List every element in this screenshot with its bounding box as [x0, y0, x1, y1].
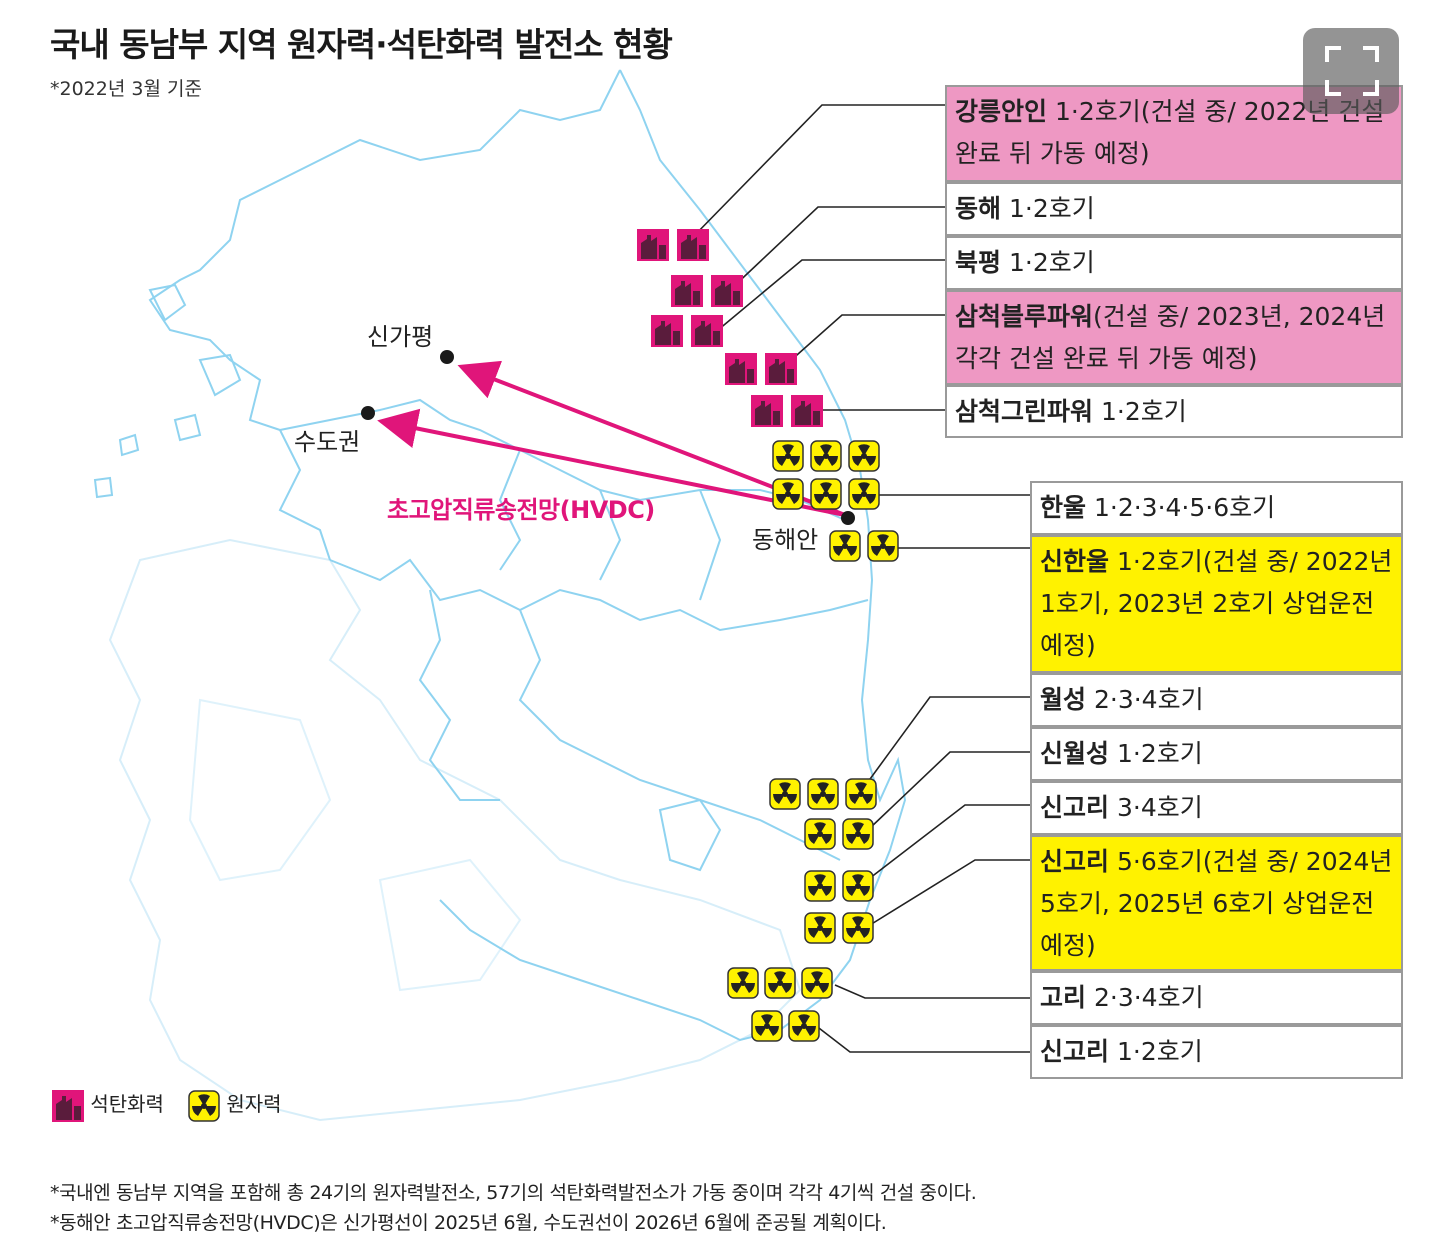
coal-plant-icon	[677, 229, 709, 261]
radiation-icon	[810, 440, 842, 472]
coal-plant-icon	[651, 315, 683, 347]
legend-coal-label: 석탄화력	[90, 1092, 164, 1116]
page-title: 국내 동남부 지역 원자력·석탄화력 발전소 현황	[50, 25, 673, 64]
radiation-icon	[751, 1010, 783, 1042]
singapyeong-dot	[440, 350, 454, 364]
plant-name: 강릉안인	[955, 97, 1048, 126]
legend-nuclear-label: 원자력	[226, 1092, 282, 1116]
plant-row: 신고리 3·4호기	[1030, 781, 1403, 835]
plant-name: 신고리	[1040, 847, 1110, 876]
radiation-icon	[804, 870, 836, 902]
radiation-icon	[727, 967, 759, 999]
plant-name: 신고리	[1040, 793, 1110, 822]
plant-name: 동해	[955, 194, 1002, 223]
coal-plant-icon	[725, 353, 757, 385]
coal-plant-icon	[637, 229, 669, 261]
leader-lines	[689, 104, 1030, 1053]
coal-plant-icon	[671, 275, 703, 307]
radiation-icon	[845, 778, 877, 810]
plant-row: 삼척그린파워 1·2호기	[945, 385, 1403, 438]
coal-plant-icon	[52, 1089, 84, 1122]
radiation-icon	[842, 870, 874, 902]
plant-row: 동해 1·2호기	[945, 182, 1403, 236]
plant-detail: 2·3·4호기	[1086, 983, 1204, 1012]
radiation-icon	[804, 818, 836, 850]
south-region-faint	[108, 538, 802, 1122]
legend-nuclear: 원자력	[188, 1088, 282, 1122]
radiation-icon	[848, 440, 880, 472]
city-label-donghaean: 동해안	[752, 526, 819, 554]
radiation-icon	[842, 912, 874, 944]
plant-detail: 1·2호기	[1109, 739, 1203, 768]
plant-row: 삼척블루파워(건설 중/ 2023년, 2024년 각각 건설 완료 뒤 가동 …	[945, 290, 1403, 385]
plant-detail: 1·2·3·4·5·6호기	[1086, 493, 1276, 522]
coal-plant-icon	[791, 395, 823, 427]
plant-detail: (건설 중/ 2023년, 2024년 각각 건설 완료 뒤 가동 예정)	[955, 302, 1386, 373]
sudogwon-dot	[361, 406, 375, 420]
plant-name: 신한울	[1040, 547, 1110, 576]
expand-button[interactable]	[1303, 28, 1399, 114]
radiation-icon	[842, 818, 874, 850]
reference-date: *2022년 3월 기준	[50, 78, 202, 100]
radiation-icon	[848, 478, 880, 510]
plant-row: 신고리 5·6호기(건설 중/ 2024년 5호기, 2025년 6호기 상업운…	[1030, 835, 1403, 971]
radiation-icon	[829, 530, 861, 562]
plant-row: 고리 2·3·4호기	[1030, 971, 1403, 1025]
footnote-1: *국내엔 동남부 지역을 포함해 총 24기의 원자력발전소, 57기의 석탄화…	[50, 1182, 977, 1204]
coal-plant-icon	[751, 395, 783, 427]
expand-icon	[1325, 46, 1379, 96]
radiation-icon	[764, 967, 796, 999]
plant-name: 삼척블루파워	[955, 302, 1094, 331]
plant-row: 한울 1·2·3·4·5·6호기	[1030, 481, 1403, 535]
radiation-icon	[188, 1089, 220, 1122]
hvdc-label: 초고압직류송전망(HVDC)	[387, 496, 655, 524]
plant-row: 신한울 1·2호기(건설 중/ 2022년 1호기, 2023년 2호기 상업운…	[1030, 535, 1403, 673]
plant-name: 신고리	[1040, 1037, 1110, 1066]
plant-name: 고리	[1040, 983, 1087, 1012]
radiation-icon	[807, 778, 839, 810]
plant-row: 신월성 1·2호기	[1030, 727, 1403, 781]
coal-plant-icon	[691, 315, 723, 347]
radiation-icon	[772, 478, 804, 510]
plant-row: 신고리 1·2호기	[1030, 1025, 1403, 1079]
plant-detail: 5·6호기(건설 중/ 2024년 5호기, 2025년 6호기 상업운전 예정…	[1040, 847, 1393, 960]
plant-detail: 1·2호기	[1093, 397, 1187, 426]
plant-detail: 2·3·4호기	[1086, 685, 1204, 714]
plant-detail: 1·2호기	[1001, 194, 1095, 223]
plant-name: 신월성	[1040, 739, 1110, 768]
plant-name: 삼척그린파워	[955, 397, 1094, 426]
radiation-icon	[804, 912, 836, 944]
plant-name: 한울	[1040, 493, 1087, 522]
radiation-icon	[772, 440, 804, 472]
legend-coal: 석탄화력	[52, 1088, 164, 1122]
donghaean-dot	[841, 511, 855, 525]
coal-plant-icon	[711, 275, 743, 307]
footnote-2: *동해안 초고압직류송전망(HVDC)은 신가평선이 2025년 6월, 수도권…	[50, 1212, 887, 1234]
radiation-icon	[788, 1010, 820, 1042]
radiation-icon	[810, 478, 842, 510]
plant-row: 북평 1·2호기	[945, 236, 1403, 290]
plant-detail: 1·2호기	[1001, 248, 1095, 277]
city-label-sudogwon: 수도권	[294, 428, 361, 456]
radiation-icon	[801, 967, 833, 999]
plant-detail: 1·2호기(건설 중/ 2022년 1호기, 2023년 2호기 상업운전 예정…	[1040, 547, 1393, 660]
plant-name: 월성	[1040, 685, 1087, 714]
radiation-icon	[769, 778, 801, 810]
plant-detail: 3·4호기	[1109, 793, 1203, 822]
plant-name: 북평	[955, 248, 1002, 277]
coal-plant-icon	[765, 353, 797, 385]
radiation-icon	[867, 530, 899, 562]
plant-row: 월성 2·3·4호기	[1030, 673, 1403, 727]
plant-detail: 1·2호기	[1109, 1037, 1203, 1066]
city-label-singapyeong: 신가평	[367, 323, 434, 351]
